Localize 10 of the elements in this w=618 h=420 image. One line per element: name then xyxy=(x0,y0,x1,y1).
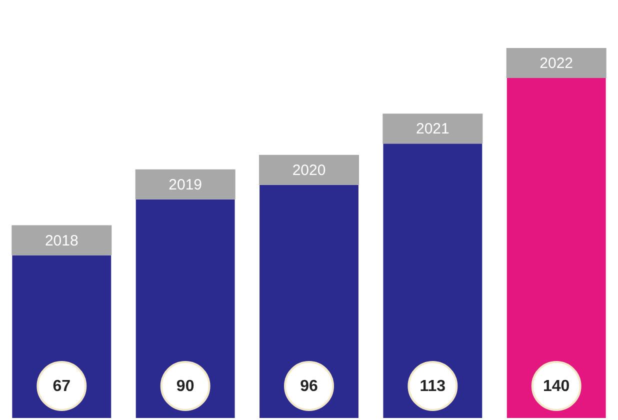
data-label: 113 xyxy=(420,378,446,395)
data-label: 96 xyxy=(300,378,318,395)
data-label: 140 xyxy=(542,378,570,395)
x-tick-label: 2018 xyxy=(44,232,78,250)
x-tick-label: 2019 xyxy=(168,176,202,194)
data-label: 90 xyxy=(176,378,194,395)
data-label: 67 xyxy=(52,378,71,395)
x-tick-label: 2022 xyxy=(540,55,574,72)
x-tick-label: 2021 xyxy=(416,120,450,138)
x-tick-label: 2020 xyxy=(292,162,326,179)
